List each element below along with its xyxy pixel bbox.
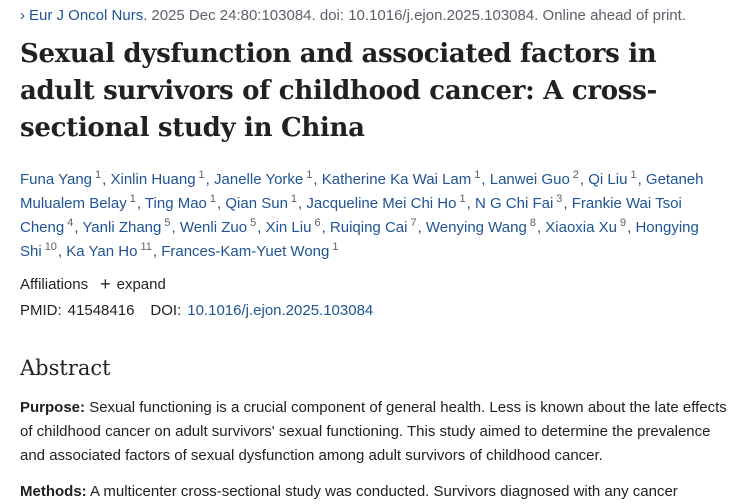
- author-link[interactable]: Lanwei Guo: [489, 171, 570, 188]
- affiliation-number[interactable]: 8: [529, 217, 536, 229]
- plus-icon: +: [100, 274, 111, 294]
- affiliation-number[interactable]: 1: [209, 193, 217, 205]
- author-link[interactable]: Funa Yang: [20, 171, 93, 188]
- identifiers-row: PMID: 41548416 DOI: 10.1016/j.ejon.2025.…: [20, 298, 730, 322]
- abstract-methods: Methods: A multicenter cross-sectional s…: [20, 480, 730, 504]
- affiliation-number[interactable]: 6: [314, 217, 321, 229]
- affiliation-number[interactable]: 3: [556, 193, 563, 205]
- author-link[interactable]: Frankie Wai Tsoi Cheng: [20, 195, 682, 236]
- abstract-heading: Abstract: [20, 356, 111, 380]
- abstract-purpose: Purpose: Sexual functioning is a crucial…: [20, 396, 730, 468]
- author-link[interactable]: Xiaoxia Xu: [545, 219, 617, 236]
- author-link[interactable]: Qian Sun: [225, 195, 288, 212]
- affiliation-number[interactable]: 2: [572, 169, 579, 181]
- author-link[interactable]: Katherine Ka Wai Lam: [321, 171, 472, 188]
- purpose-label: Purpose:: [20, 399, 86, 416]
- affiliation-number[interactable]: 1: [332, 241, 339, 253]
- author-link[interactable]: Yanli Zhang: [82, 219, 162, 236]
- affiliation-number[interactable]: 1: [95, 169, 102, 181]
- expand-affiliations-button[interactable]: + expand: [100, 275, 166, 293]
- affiliation-number[interactable]: 5: [250, 217, 257, 229]
- author-link[interactable]: Xin Liu: [265, 219, 312, 236]
- author-link[interactable]: Ka Yan Ho: [66, 243, 138, 260]
- author-link[interactable]: Jacqueline Mei Chi Ho: [306, 195, 457, 212]
- affiliation-number[interactable]: 7: [410, 217, 417, 229]
- affiliation-number[interactable]: 9: [620, 217, 627, 229]
- author-list: Funa Yang 1, Xinlin Huang 1, Janelle Yorke…: [20, 169, 704, 261]
- article-title: Sexual dysfunction and associated factor…: [20, 39, 657, 143]
- author-link[interactable]: Getaneh Mulualem Belay: [20, 171, 704, 212]
- methods-text: A multicenter cross-sectional study was …: [90, 483, 678, 500]
- citation-details: 2025 Dec 24:80:103084. doi: 10.1016/j.ej…: [151, 6, 686, 24]
- doi-label: DOI:: [150, 301, 182, 319]
- affiliation-number[interactable]: 1: [306, 169, 313, 181]
- journal-link[interactable]: Eur J Oncol Nurs.: [29, 6, 148, 24]
- author-link[interactable]: N G Chi Fai: [474, 195, 554, 212]
- affiliations-label: Affiliations: [20, 275, 89, 293]
- affiliation-number[interactable]: 1: [474, 169, 481, 181]
- affiliation-number[interactable]: 1: [129, 193, 136, 205]
- author-link[interactable]: Wenying Wang: [425, 219, 527, 236]
- affiliation-number[interactable]: 10: [44, 241, 57, 253]
- author-link[interactable]: Qi Liu: [588, 171, 628, 188]
- affiliation-number[interactable]: 1: [630, 169, 637, 181]
- affiliation-number[interactable]: 1: [290, 193, 298, 205]
- affiliation-number[interactable]: 11: [140, 241, 152, 253]
- author-link[interactable]: Frances-Kam-Yuet Wong: [161, 243, 330, 260]
- chevron-right-icon: ›: [20, 6, 25, 24]
- citation-line: › Eur J Oncol Nurs. 2025 Dec 24:80:10308…: [20, 0, 730, 26]
- affiliation-number[interactable]: 5: [164, 217, 171, 229]
- doi-link[interactable]: 10.1016/j.ejon.2025.103084: [187, 301, 374, 319]
- author-link[interactable]: Ruiqing Cai: [329, 219, 408, 236]
- affiliation-number[interactable]: 1: [459, 193, 466, 205]
- author-link[interactable]: Wenli Zuo: [179, 219, 248, 236]
- affiliation-number[interactable]: 4: [67, 217, 74, 229]
- author-link[interactable]: Hongying Shi: [20, 219, 699, 260]
- pmid-value: 41548416: [67, 301, 135, 319]
- affiliations-row: Affiliations + expand: [20, 272, 730, 296]
- author-link[interactable]: Ting Mao: [144, 195, 207, 212]
- affiliation-number[interactable]: 1: [198, 169, 205, 181]
- methods-label: Methods:: [20, 483, 87, 500]
- purpose-text: Sexual functioning is a crucial componen…: [20, 399, 727, 464]
- author-link[interactable]: Janelle Yorke: [214, 171, 304, 188]
- expand-label: expand: [116, 275, 166, 293]
- pmid-label: PMID:: [20, 301, 62, 319]
- author-link[interactable]: Xinlin Huang: [110, 171, 196, 188]
